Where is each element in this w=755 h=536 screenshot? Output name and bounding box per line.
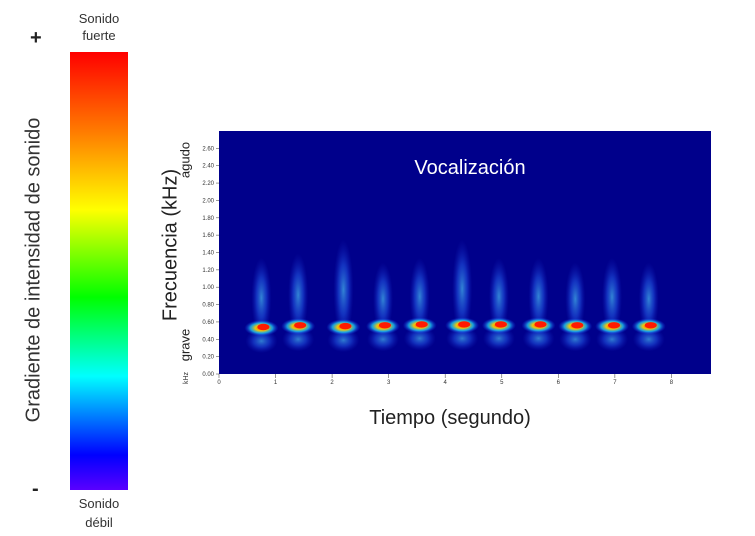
legend-minus-sign: - (32, 478, 39, 500)
y-axis-title: Frecuencia (kHz) (159, 168, 182, 322)
y-tick-label: 2.40 (202, 164, 214, 170)
call-upper-harmonic (488, 257, 509, 336)
legend-plus-sign: + (30, 27, 42, 49)
y-tick-label: 0.80 (202, 303, 214, 309)
vocalization-call (281, 253, 316, 352)
call-upper-harmonic (288, 253, 309, 337)
y-tick-label: 0.20 (202, 355, 214, 361)
call-upper-harmonic (565, 262, 586, 336)
vocalization-call (521, 257, 556, 351)
x-axis-title: Tiempo (segundo) (369, 407, 531, 429)
call-peak-core (294, 322, 307, 329)
vocalization-call (558, 262, 593, 352)
y-tick-label: 2.00 (202, 198, 214, 204)
y-tick-label: 1.80 (202, 216, 214, 222)
x-tick-label: 4 (444, 380, 448, 386)
x-tick-label: 0 (217, 380, 221, 386)
y-tick-label: 1.40 (202, 251, 214, 257)
x-tick-label: 5 (500, 380, 504, 386)
call-peak-core (415, 321, 428, 328)
y-tick-label: 2.60 (202, 146, 214, 152)
x-tick-label: 1 (274, 380, 278, 386)
y-tick-label: 1.00 (202, 285, 214, 291)
vocalization-call (402, 257, 437, 351)
y-axis-low-label: grave (177, 328, 193, 362)
vocalization-call (244, 257, 279, 354)
call-peak-core (379, 322, 391, 329)
y-tick-label: 0.00 (202, 372, 214, 378)
call-upper-harmonic (452, 239, 473, 338)
y-tick-label: 1.60 (202, 233, 214, 239)
vocalization-call (445, 239, 480, 351)
call-upper-harmonic (409, 257, 430, 336)
vocalization-call (631, 262, 666, 352)
vocalization-call (481, 257, 516, 351)
vocalization-call (366, 262, 400, 352)
x-tick-label: 6 (557, 380, 561, 386)
call-peak-core (339, 322, 352, 330)
call-upper-harmonic (602, 257, 623, 337)
vocalization-call (326, 239, 361, 353)
x-tick-label: 7 (613, 380, 617, 386)
call-peak-core (458, 321, 471, 328)
y-axis-high-label: agudo (177, 141, 193, 179)
y-tick-label: 2.20 (202, 181, 214, 187)
call-peak-core (257, 323, 270, 331)
call-peak-core (494, 321, 507, 328)
call-peak-core (608, 322, 621, 329)
call-upper-harmonic (251, 257, 272, 339)
call-upper-harmonic (333, 239, 354, 340)
y-tick-label: 1.20 (202, 268, 214, 274)
x-tick-label: 8 (670, 380, 674, 386)
call-peak-core (534, 321, 547, 328)
y-unit-label: kHz (183, 371, 190, 384)
call-upper-harmonic (528, 257, 549, 336)
intensity-color-bar (70, 52, 128, 490)
call-upper-harmonic (373, 262, 393, 336)
call-peak-core (571, 322, 584, 329)
legend-bottom-label: Sonido débil (78, 496, 120, 530)
chart-title: Vocalización (414, 157, 526, 179)
vocalization-call (595, 257, 630, 352)
legend-top-label: Sonido fuerte (78, 11, 120, 43)
y-tick-label: 0.40 (202, 337, 214, 343)
y-tick-label: 0.60 (202, 320, 214, 326)
call-upper-harmonic (638, 262, 659, 336)
x-tick-label: 3 (387, 380, 391, 386)
x-tick-label: 2 (330, 380, 334, 386)
call-peak-core (644, 322, 657, 329)
